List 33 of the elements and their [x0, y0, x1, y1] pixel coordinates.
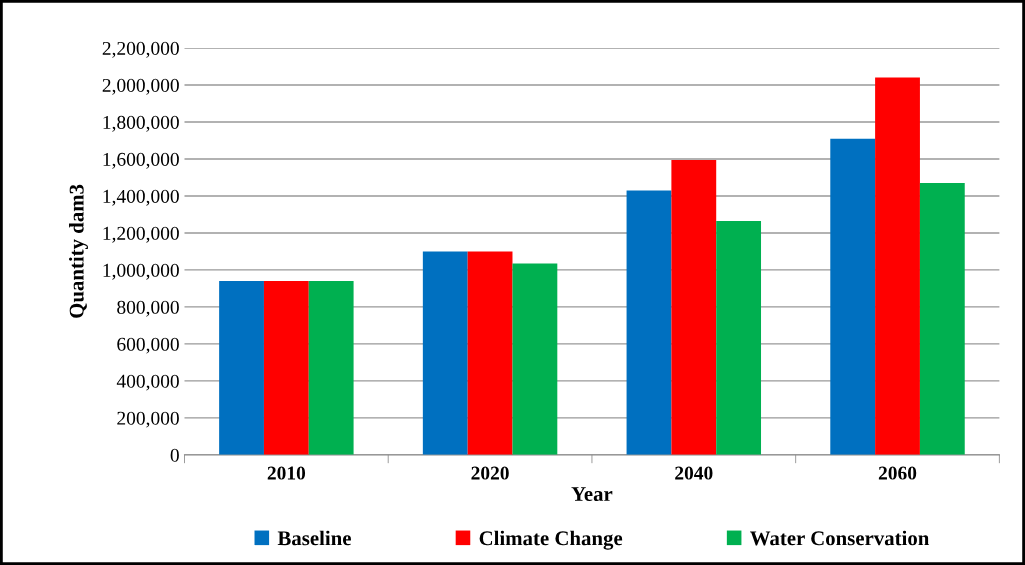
- bar: [263, 281, 309, 455]
- y-tick-label: 600,000: [117, 337, 179, 354]
- y-tick-label: 200,000: [117, 411, 179, 428]
- bar: [219, 281, 264, 455]
- x-tick-label: 2010: [267, 466, 306, 480]
- y-tick-label: 2,000,000: [102, 78, 179, 95]
- y-tick-label: 0: [170, 448, 179, 462]
- legend-label: Water Conservation: [750, 530, 930, 546]
- y-tick-label: 2,200,000: [102, 41, 179, 58]
- x-tick-label: 2020: [471, 466, 509, 480]
- legend-label: Baseline: [277, 530, 351, 546]
- bar: [467, 251, 513, 455]
- bar: [512, 263, 558, 455]
- y-tick-label: 1,000,000: [103, 263, 179, 280]
- legend-label: Climate Change: [479, 530, 623, 550]
- bar: [875, 77, 920, 455]
- x-tick-label: 2060: [878, 466, 917, 480]
- y-tick-label: 800,000: [117, 300, 179, 317]
- bar: [716, 220, 762, 455]
- y-tick-label: 400,000: [116, 374, 179, 391]
- bar: [919, 183, 965, 455]
- y-axis-title: Quantity dam3: [69, 184, 88, 318]
- bar: [422, 251, 468, 455]
- y-tick-label: 1,200,000: [103, 226, 179, 243]
- y-tick-label: 1,600,000: [103, 152, 179, 169]
- bar: [830, 138, 876, 455]
- bar: [626, 190, 672, 455]
- bar: [308, 281, 354, 455]
- bar: [671, 159, 717, 455]
- y-tick-label: 1,800,000: [103, 115, 179, 132]
- x-tick-label: 2040: [675, 466, 713, 480]
- x-axis-title: Year: [571, 487, 613, 502]
- y-tick-label: 1,400,000: [103, 189, 179, 206]
